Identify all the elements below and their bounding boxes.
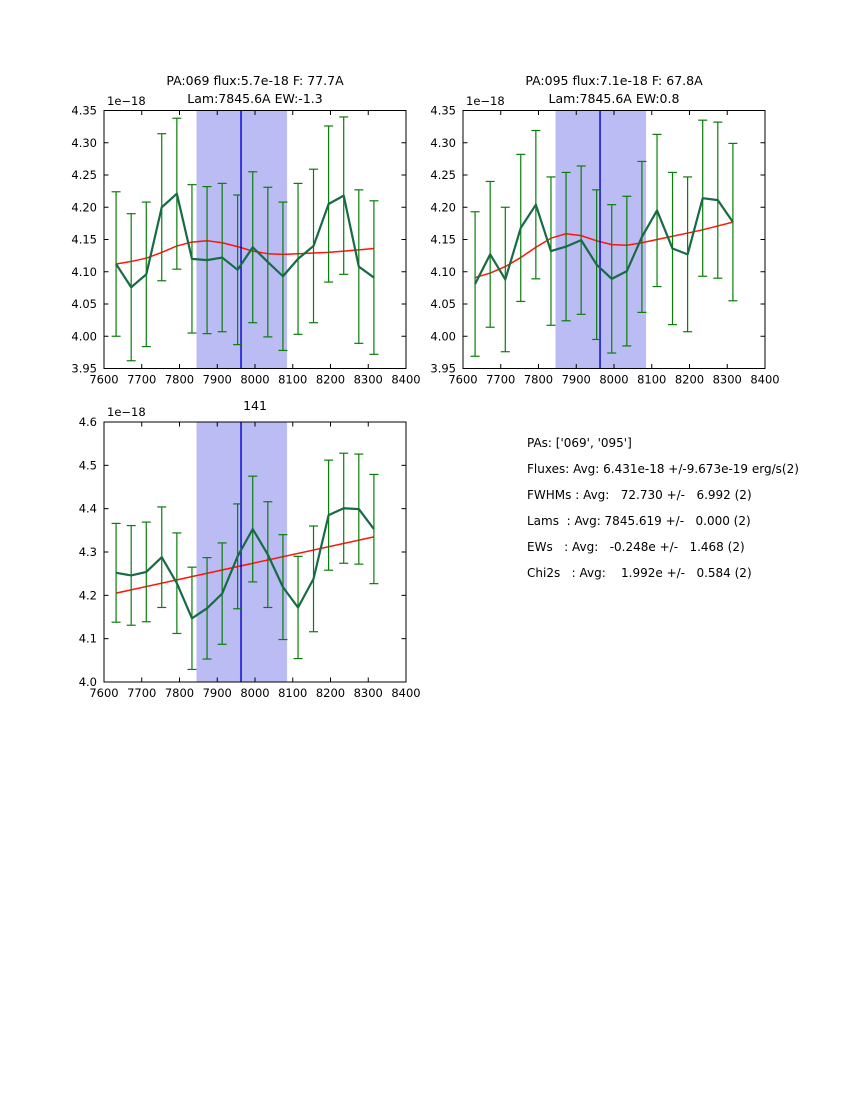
plot-title-pa069-line2: Lam:7845.6A EW:-1.3 (187, 91, 323, 106)
x-tick-label: 7700 (127, 686, 156, 700)
x-tick-label: 7900 (203, 686, 232, 700)
spectrum-line (474, 197, 734, 285)
x-tick-label: 7700 (486, 373, 515, 387)
x-tick-label: 7600 (448, 373, 477, 387)
axis-ticks: 7600 7700 7800 7900 8000 8100 8200 8300 8400 3.95… (430, 104, 779, 387)
stats-line-ews: EWs : Avg: -0.248e +/- 1.468 (2) (527, 540, 745, 554)
plot-title-141: 141 (104, 397, 406, 415)
continuum-fit-line (115, 536, 375, 594)
x-tick-label: 7900 (203, 373, 232, 387)
x-tick-label: 8200 (316, 686, 345, 700)
y-tick-label: 4.4 (79, 502, 97, 516)
y-tick-label: 4.10 (430, 265, 456, 279)
highlight-band (196, 110, 288, 369)
plot-title-141-line1: 141 (243, 398, 267, 413)
y-tick-label: 3.95 (430, 362, 456, 376)
plot-title-pa069: PA:069 flux:5.7e-18 F: 77.7A Lam:7845.6A … (104, 72, 406, 108)
x-tick-label: 8100 (278, 686, 307, 700)
stats-line-lams: Lams : Avg: 7845.619 +/- 0.000 (2) (527, 514, 751, 528)
y-tick-label: 4.00 (71, 329, 97, 343)
continuum-fit-line (474, 221, 734, 279)
y-tick-label: 4.15 (71, 233, 97, 247)
y-tick-label: 4.10 (71, 265, 97, 279)
x-tick-label: 8200 (316, 373, 345, 387)
plot-title-pa095-line1: PA:095 flux:7.1e-18 F: 67.8A (525, 73, 703, 88)
y-tick-label: 4.05 (430, 297, 456, 311)
x-tick-label: 8000 (240, 373, 269, 387)
stats-line-fwhms: FWHMs : Avg: 72.730 +/- 6.992 (2) (527, 488, 752, 502)
spectrum-line (115, 192, 375, 289)
x-tick-label: 8100 (278, 373, 307, 387)
stats-line-chi2s: Chi2s : Avg: 1.992e +/- 0.584 (2) (527, 566, 752, 580)
y-tick-label: 4.0 (79, 675, 97, 689)
y-tick-label: 4.05 (71, 297, 97, 311)
plot-title-pa095-line2: Lam:7845.6A EW:0.8 (548, 91, 680, 106)
offset-label-pa069: 1e−18 (107, 94, 146, 108)
x-tick-label: 8300 (354, 373, 383, 387)
x-tick-label: 8000 (599, 373, 628, 387)
offset-label-141: 1e−18 (107, 405, 146, 419)
y-tick-label: 4.35 (430, 104, 456, 118)
x-tick-label: 7800 (524, 373, 553, 387)
x-tick-label: 7800 (165, 686, 194, 700)
axis-ticks: 7600 7700 7800 7900 8000 8100 8200 8300 8400 3.95… (71, 104, 420, 387)
y-tick-label: 4.20 (430, 200, 456, 214)
y-tick-label: 4.3 (79, 545, 97, 559)
x-tick-label: 8200 (675, 373, 704, 387)
x-tick-label: 7900 (562, 373, 591, 387)
x-tick-label: 8400 (391, 373, 420, 387)
continuum-fit-line (115, 240, 374, 265)
x-tick-label: 8400 (750, 373, 779, 387)
plot-pa095: 7600 7700 7800 7900 8000 8100 8200 8300 8400 3.95… (430, 104, 779, 387)
x-tick-label: 7600 (89, 686, 118, 700)
y-tick-label: 4.35 (71, 104, 97, 118)
x-tick-label: 8400 (391, 686, 420, 700)
y-tick-label: 4.25 (430, 168, 456, 182)
plot-title-pa069-line1: PA:069 flux:5.7e-18 F: 77.7A (166, 73, 344, 88)
x-tick-label: 7700 (127, 373, 156, 387)
plot-combined-141: 7600 7700 7800 7900 8000 8100 8200 8300 8400 4.0 4… (79, 415, 421, 700)
x-tick-label: 7800 (165, 373, 194, 387)
plot-title-pa095: PA:095 flux:7.1e-18 F: 67.8A Lam:7845.6A … (463, 72, 765, 108)
y-tick-label: 4.1 (79, 632, 97, 646)
y-tick-label: 4.5 (79, 458, 97, 472)
spectrum-line (115, 507, 375, 620)
y-tick-label: 4.20 (71, 200, 97, 214)
y-tick-label: 4.30 (71, 136, 97, 150)
highlight-band (196, 422, 288, 682)
y-tick-label: 4.2 (79, 588, 97, 602)
y-tick-label: 4.25 (71, 168, 97, 182)
x-tick-label: 8000 (240, 686, 269, 700)
stats-line-pas: PAs: ['069', '095'] (527, 436, 632, 450)
x-tick-label: 8100 (637, 373, 666, 387)
y-tick-label: 4.00 (430, 329, 456, 343)
highlight-band (555, 110, 647, 369)
plot-pa069: 7600 7700 7800 7900 8000 8100 8200 8300 8400 3.95… (71, 104, 420, 387)
stats-line-fluxes: Fluxes: Avg: 6.431e-18 +/-9.673e-19 erg/… (527, 462, 799, 476)
y-tick-label: 4.15 (430, 233, 456, 247)
stats-panel: PAs: ['069', '095'] Fluxes: Avg: 6.431e-… (527, 430, 799, 586)
y-tick-label: 3.95 (71, 362, 97, 376)
axis-ticks: 7600 7700 7800 7900 8000 8100 8200 8300 8400 4.0 4… (79, 415, 421, 700)
y-tick-label: 4.6 (79, 415, 97, 429)
x-tick-label: 7600 (89, 373, 118, 387)
x-tick-label: 8300 (354, 686, 383, 700)
y-tick-label: 4.30 (430, 136, 456, 150)
x-tick-label: 8300 (713, 373, 742, 387)
offset-label-pa095: 1e−18 (466, 94, 505, 108)
